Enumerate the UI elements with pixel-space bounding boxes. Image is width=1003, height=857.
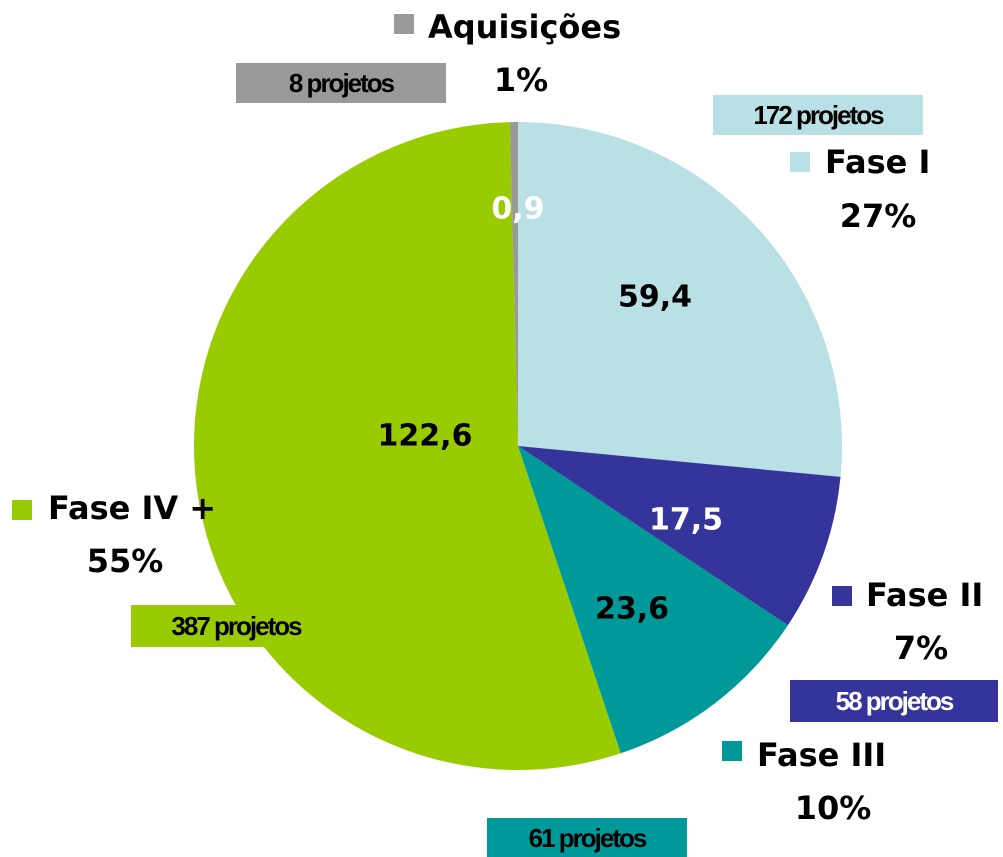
value-label: 17,5 xyxy=(649,503,723,538)
project-label: 387 projetos xyxy=(171,611,302,641)
project-label: 8 projetos xyxy=(289,68,395,98)
pie-slice xyxy=(509,122,518,446)
pie-slice xyxy=(518,446,841,626)
project-box xyxy=(131,605,341,647)
project-box xyxy=(790,680,998,722)
legend-swatch xyxy=(832,586,852,606)
percent-label: 27% xyxy=(840,197,917,235)
percent-label: 55% xyxy=(87,542,164,580)
legend-label: Aquisições xyxy=(428,8,621,46)
percent-label: 7% xyxy=(894,629,948,667)
legend-swatch xyxy=(12,500,32,520)
value-label: 23,6 xyxy=(595,592,669,627)
legend-swatch xyxy=(790,152,810,172)
legend-label: Fase IV + xyxy=(48,489,216,527)
pie-slice xyxy=(518,446,788,754)
value-label: 122,6 xyxy=(378,419,473,454)
legend-swatch xyxy=(722,741,742,761)
project-box xyxy=(236,63,446,103)
legend-label: Fase III xyxy=(757,736,886,774)
value-label: 0,9 xyxy=(491,192,544,227)
project-label: 58 projetos xyxy=(836,686,954,716)
percent-label: 1% xyxy=(494,61,548,99)
legend-label: Fase I xyxy=(825,143,930,181)
pie-slice xyxy=(518,122,842,477)
project-label: 172 projetos xyxy=(753,100,884,130)
project-box xyxy=(487,818,687,857)
percent-label: 10% xyxy=(795,789,872,827)
legend-label: Fase II xyxy=(866,576,983,614)
project-label: 61 projetos xyxy=(529,823,647,853)
value-label: 59,4 xyxy=(618,280,692,315)
legend-swatch xyxy=(394,14,414,34)
project-box xyxy=(713,95,923,135)
